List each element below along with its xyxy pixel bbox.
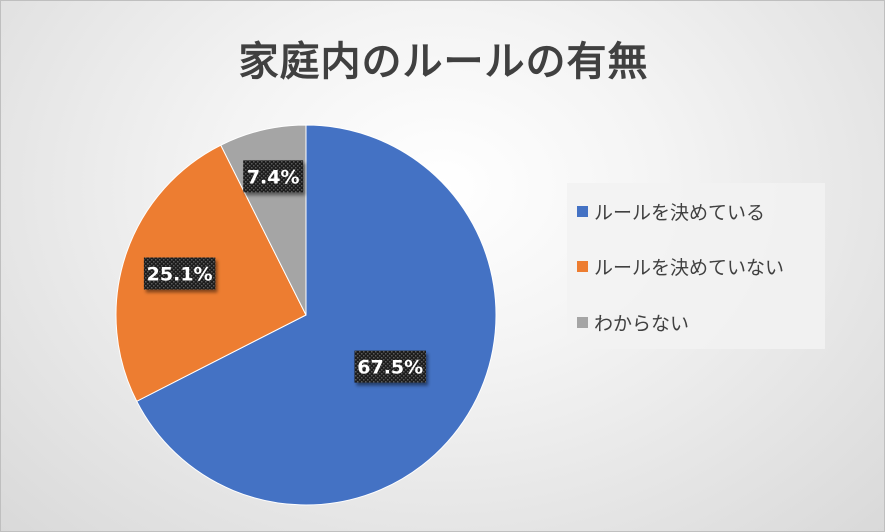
data-label-text: 25.1% bbox=[147, 264, 213, 286]
data-label: 67.5% bbox=[354, 350, 426, 383]
legend: ルールを決めている ルールを決めていない わからない bbox=[567, 183, 825, 349]
legend-swatch-orange bbox=[577, 260, 588, 272]
legend-label: ルールを決めている bbox=[594, 201, 766, 224]
legend-item-rule-not-set: ルールを決めていない bbox=[577, 254, 785, 279]
data-label: 7.4% bbox=[243, 160, 304, 193]
data-label: 25.1% bbox=[143, 257, 216, 290]
data-label-box bbox=[243, 160, 304, 193]
legend-item-unknown: わからない bbox=[577, 310, 690, 335]
data-label-text: 67.5% bbox=[357, 357, 423, 379]
data-label-box bbox=[143, 257, 216, 290]
chart-title: 家庭内のルールの有無 bbox=[238, 39, 649, 85]
legend-item-rule-set: ルールを決めている bbox=[577, 199, 766, 224]
data-label-text: 7.4% bbox=[247, 166, 300, 188]
legend-label: ルールを決めていない bbox=[594, 256, 785, 279]
data-label-box bbox=[354, 350, 426, 383]
legend-label: わからない bbox=[594, 312, 690, 335]
slice-rule-set bbox=[136, 124, 497, 506]
legend-swatch-gray bbox=[577, 316, 588, 328]
legend-swatch-blue bbox=[577, 205, 588, 217]
